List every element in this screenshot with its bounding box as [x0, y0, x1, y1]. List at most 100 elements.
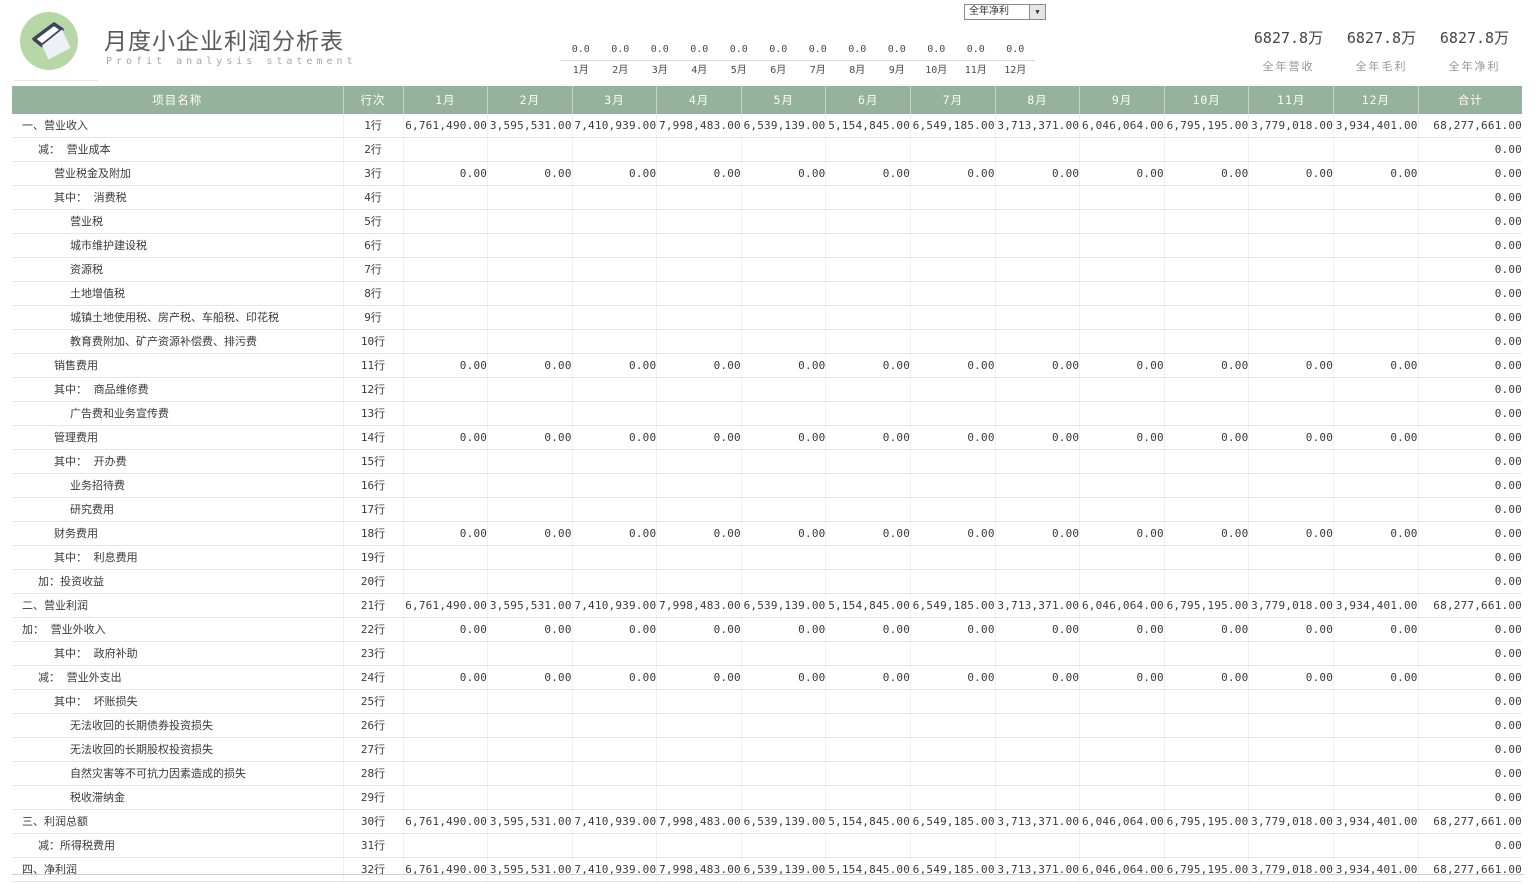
- month-value-cell[interactable]: [403, 473, 489, 499]
- month-value-cell[interactable]: [1248, 137, 1335, 163]
- item-cell[interactable]: 税收滞纳金: [12, 785, 344, 811]
- rowno-cell[interactable]: 22行: [343, 617, 404, 643]
- month-value-cell[interactable]: [487, 209, 573, 235]
- month-value-cell[interactable]: [825, 281, 912, 307]
- month-value-cell[interactable]: [995, 569, 1081, 595]
- rowno-cell[interactable]: 13行: [343, 401, 404, 427]
- total-cell[interactable]: 0.00: [1418, 521, 1522, 547]
- month-value-cell[interactable]: [825, 257, 912, 283]
- month-value-cell[interactable]: 0.00: [910, 353, 996, 379]
- month-value-cell[interactable]: [995, 833, 1081, 859]
- month-value-cell[interactable]: [487, 689, 573, 715]
- month-value-cell[interactable]: 0.00: [910, 617, 996, 643]
- item-cell[interactable]: 研究费用: [12, 497, 344, 523]
- month-value-cell[interactable]: [403, 689, 489, 715]
- month-value-cell[interactable]: [1079, 497, 1165, 523]
- month-value-cell[interactable]: 5,154,845.00: [825, 593, 912, 619]
- month-value-cell[interactable]: 5,154,845.00: [825, 857, 912, 883]
- month-value-cell[interactable]: 6,046,064.00: [1079, 857, 1165, 883]
- month-value-cell[interactable]: [1164, 329, 1250, 355]
- month-value-cell[interactable]: [487, 833, 573, 859]
- month-value-cell[interactable]: 6,539,139.00: [741, 857, 827, 883]
- total-cell[interactable]: 0.00: [1418, 377, 1522, 403]
- month-value-cell[interactable]: [995, 209, 1081, 235]
- month-value-cell[interactable]: 0.00: [403, 161, 489, 187]
- month-value-cell[interactable]: [1248, 329, 1335, 355]
- month-value-cell[interactable]: [910, 257, 996, 283]
- month-value-cell[interactable]: [487, 737, 573, 763]
- month-value-cell[interactable]: [1164, 401, 1250, 427]
- month-value-cell[interactable]: 0.00: [1248, 353, 1335, 379]
- month-value-cell[interactable]: 3,934,401.00: [1333, 857, 1419, 883]
- month-value-cell[interactable]: 7,998,483.00: [656, 857, 742, 883]
- month-value-cell[interactable]: 0.00: [910, 161, 996, 187]
- total-cell[interactable]: 68,277,661.00: [1418, 809, 1522, 835]
- month-value-cell[interactable]: [1248, 209, 1335, 235]
- total-cell[interactable]: 0.00: [1418, 641, 1522, 667]
- month-value-cell[interactable]: [487, 257, 573, 283]
- month-value-cell[interactable]: 0.00: [403, 617, 489, 643]
- total-cell[interactable]: 0.00: [1418, 329, 1522, 355]
- month-value-cell[interactable]: 3,595,531.00: [487, 857, 573, 883]
- month-value-cell[interactable]: [572, 449, 658, 475]
- month-value-cell[interactable]: [572, 377, 658, 403]
- month-value-cell[interactable]: [1333, 761, 1419, 787]
- month-value-cell[interactable]: 3,779,018.00: [1248, 114, 1335, 139]
- month-value-cell[interactable]: [1333, 233, 1419, 259]
- month-value-cell[interactable]: [1248, 449, 1335, 475]
- month-value-cell[interactable]: 3,779,018.00: [1248, 857, 1335, 883]
- month-value-cell[interactable]: 0.00: [741, 617, 827, 643]
- month-value-cell[interactable]: [1164, 785, 1250, 811]
- month-value-cell[interactable]: [572, 473, 658, 499]
- rowno-cell[interactable]: 2行: [343, 137, 404, 163]
- month-value-cell[interactable]: [403, 761, 489, 787]
- month-value-cell[interactable]: [1333, 305, 1419, 331]
- item-cell[interactable]: 其中： 坏账损失: [12, 689, 344, 715]
- item-cell[interactable]: 减： 营业成本: [12, 137, 344, 163]
- total-cell[interactable]: 0.00: [1418, 281, 1522, 307]
- month-value-cell[interactable]: [910, 209, 996, 235]
- month-value-cell[interactable]: [1079, 737, 1165, 763]
- rowno-cell[interactable]: 1行: [343, 114, 404, 139]
- total-cell[interactable]: 68,277,661.00: [1418, 593, 1522, 619]
- month-value-cell[interactable]: [572, 401, 658, 427]
- month-value-cell[interactable]: 0.00: [572, 617, 658, 643]
- month-value-cell[interactable]: [1333, 449, 1419, 475]
- rowno-cell[interactable]: 12行: [343, 377, 404, 403]
- month-value-cell[interactable]: [1164, 449, 1250, 475]
- month-value-cell[interactable]: [1248, 833, 1335, 859]
- month-value-cell[interactable]: 7,998,483.00: [656, 809, 742, 835]
- total-cell[interactable]: 0.00: [1418, 737, 1522, 763]
- total-cell[interactable]: 0.00: [1418, 209, 1522, 235]
- month-value-cell[interactable]: [910, 737, 996, 763]
- month-value-cell[interactable]: [487, 713, 573, 739]
- month-value-cell[interactable]: [656, 209, 742, 235]
- total-cell[interactable]: 0.00: [1418, 161, 1522, 187]
- month-value-cell[interactable]: [825, 137, 912, 163]
- total-cell[interactable]: 0.00: [1418, 545, 1522, 571]
- rowno-cell[interactable]: 15行: [343, 449, 404, 475]
- total-cell[interactable]: 0.00: [1418, 665, 1522, 691]
- item-cell[interactable]: 无法收回的长期债券投资损失: [12, 713, 344, 739]
- rowno-cell[interactable]: 30行: [343, 809, 404, 835]
- month-value-cell[interactable]: [487, 281, 573, 307]
- month-value-cell[interactable]: [825, 377, 912, 403]
- month-value-cell[interactable]: [1248, 689, 1335, 715]
- month-value-cell[interactable]: [910, 473, 996, 499]
- month-value-cell[interactable]: [403, 233, 489, 259]
- month-value-cell[interactable]: [1248, 569, 1335, 595]
- month-value-cell[interactable]: [1079, 833, 1165, 859]
- month-value-cell[interactable]: [403, 641, 489, 667]
- month-value-cell[interactable]: [572, 497, 658, 523]
- total-cell[interactable]: 68,277,661.00: [1418, 857, 1522, 883]
- month-value-cell[interactable]: [1079, 377, 1165, 403]
- total-cell[interactable]: 0.00: [1418, 473, 1522, 499]
- month-value-cell[interactable]: [656, 713, 742, 739]
- month-value-cell[interactable]: [741, 713, 827, 739]
- month-value-cell[interactable]: [825, 761, 912, 787]
- month-value-cell[interactable]: [1164, 713, 1250, 739]
- month-value-cell[interactable]: [572, 185, 658, 211]
- month-value-cell[interactable]: [741, 497, 827, 523]
- month-value-cell[interactable]: [1079, 569, 1165, 595]
- month-value-cell[interactable]: [1333, 713, 1419, 739]
